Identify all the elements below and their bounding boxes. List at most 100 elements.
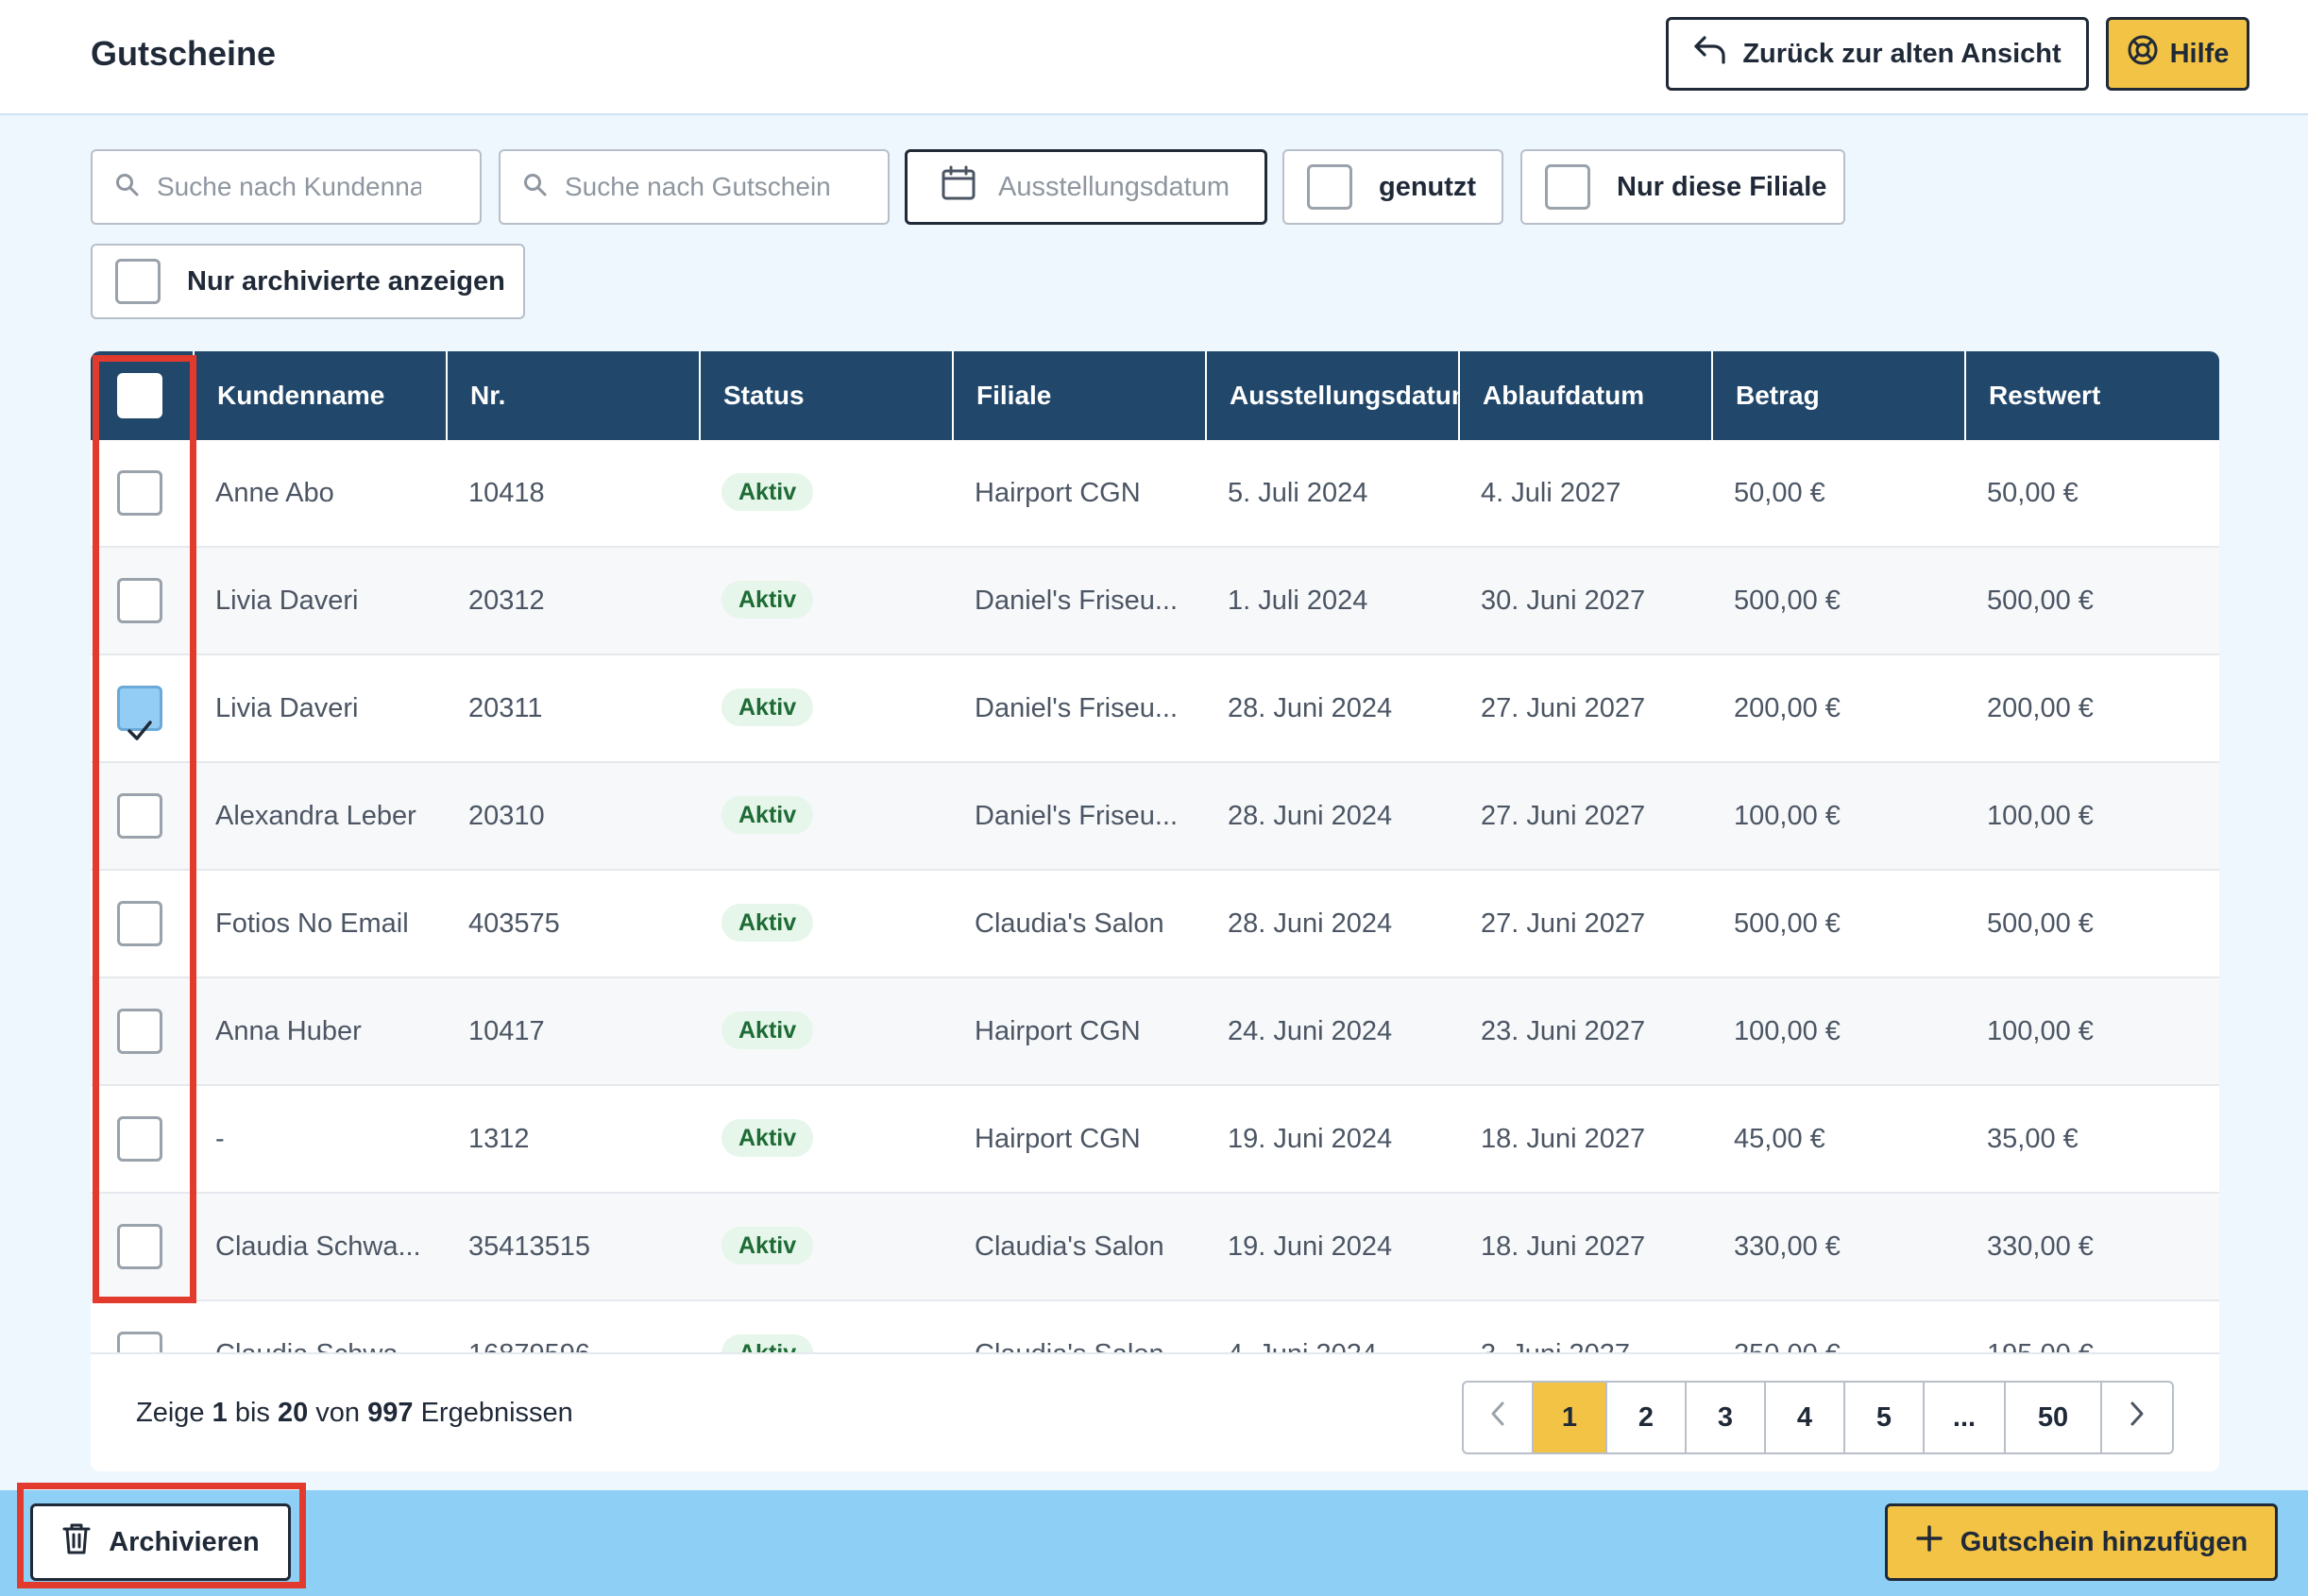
amount-cell: 50,00 € bbox=[1734, 478, 1825, 508]
chevron-left-icon bbox=[1490, 1401, 1505, 1435]
remaining-value-cell: 100,00 € bbox=[1987, 801, 2094, 831]
expiry-date-cell: 18. Juni 2027 bbox=[1481, 1231, 1646, 1262]
customer-name-cell: Alexandra Leber bbox=[215, 801, 416, 831]
row-checkbox[interactable] bbox=[117, 1116, 162, 1162]
column-header-number[interactable]: Nr. bbox=[446, 351, 699, 440]
row-select-cell bbox=[91, 978, 193, 1084]
column-header-expiry-date[interactable]: Ablaufdatum bbox=[1458, 351, 1711, 440]
status-badge: Aktiv bbox=[721, 581, 814, 620]
customer-search-input[interactable] bbox=[157, 172, 421, 202]
page-button-2[interactable]: 2 bbox=[1607, 1383, 1687, 1452]
table-row[interactable]: Anna Huber 10417 Aktiv Hairport CGN 24. Juni… bbox=[91, 978, 2219, 1086]
issue-date-cell: 28. Juni 2024 bbox=[1228, 908, 1393, 939]
issue-date-cell: 24. Juni 2024 bbox=[1228, 1016, 1393, 1046]
column-header-branch[interactable]: Filiale bbox=[952, 351, 1205, 440]
remaining-value-cell: 50,00 € bbox=[1987, 478, 2079, 508]
voucher-number-cell: 10417 bbox=[468, 1016, 545, 1046]
archived-only-checkbox[interactable] bbox=[115, 259, 161, 304]
row-checkbox[interactable] bbox=[117, 901, 162, 946]
lifebuoy-icon bbox=[2127, 34, 2159, 74]
add-voucher-button[interactable]: Gutschein hinzufügen bbox=[1885, 1503, 2278, 1581]
used-checkbox[interactable] bbox=[1307, 164, 1352, 210]
amount-cell: 100,00 € bbox=[1734, 801, 1841, 831]
issue-date-cell: 19. Juni 2024 bbox=[1228, 1231, 1393, 1262]
expiry-date-cell: 4. Juli 2027 bbox=[1481, 478, 1621, 508]
table-row[interactable]: Livia Daveri 20312 Aktiv Daniel's Friseu...… bbox=[91, 548, 2219, 655]
calendar-icon bbox=[940, 164, 977, 210]
row-checkbox[interactable] bbox=[117, 1009, 162, 1054]
back-to-old-view-button[interactable]: Zurück zur alten Ansicht bbox=[1666, 17, 2089, 91]
used-filter[interactable]: genutzt bbox=[1282, 149, 1503, 225]
branch-only-filter[interactable]: Nur diese Filiale bbox=[1520, 149, 1845, 225]
trash-icon bbox=[61, 1521, 92, 1563]
page-button-50[interactable]: 50 bbox=[2006, 1383, 2102, 1452]
expiry-date-cell: 23. Juni 2027 bbox=[1481, 1016, 1646, 1046]
issue-date-cell: 4. Juni 2024 bbox=[1205, 1301, 1458, 1352]
expiry-date-cell: 30. Juni 2027 bbox=[1481, 586, 1646, 616]
row-checkbox[interactable] bbox=[117, 686, 162, 740]
archive-label: Archivieren bbox=[109, 1526, 260, 1557]
previous-page-button[interactable] bbox=[1464, 1383, 1534, 1452]
row-select-cell bbox=[91, 763, 193, 869]
row-checkbox[interactable] bbox=[117, 470, 162, 516]
amount-cell: 45,00 € bbox=[1734, 1124, 1825, 1154]
branch-only-checkbox[interactable] bbox=[1545, 164, 1590, 210]
remaining-value-cell: 330,00 € bbox=[1987, 1231, 2094, 1262]
table-row[interactable]: Alexandra Leber 20310 Aktiv Daniel's Friseu… bbox=[91, 763, 2219, 871]
column-header-issue-date[interactable]: Ausstellungsdatum bbox=[1205, 351, 1458, 440]
row-checkbox[interactable] bbox=[117, 1332, 162, 1352]
archived-only-filter[interactable]: Nur archivierte anzeigen bbox=[91, 244, 525, 319]
results-summary: Zeige 1 bis 20 von 997 Ergebnissen bbox=[136, 1398, 573, 1428]
customer-search-field[interactable] bbox=[91, 149, 482, 225]
expiry-date-cell: 27. Juni 2027 bbox=[1481, 693, 1646, 723]
branch-only-label: Nur diese Filiale bbox=[1617, 171, 1827, 202]
remaining-value-cell: 500,00 € bbox=[1987, 586, 2094, 616]
status-badge: Aktiv bbox=[721, 1011, 814, 1050]
column-header-remaining[interactable]: Restwert bbox=[1964, 351, 2219, 440]
voucher-number-cell: 16879596 bbox=[446, 1301, 699, 1352]
issue-date-filter[interactable]: Ausstellungsdatum bbox=[905, 149, 1267, 225]
next-page-button[interactable] bbox=[2102, 1383, 2172, 1452]
issue-date-cell: 28. Juni 2024 bbox=[1228, 801, 1393, 831]
voucher-search-input[interactable] bbox=[565, 172, 829, 202]
vouchers-table: Kundenname Nr. Status Filiale Ausstellun… bbox=[91, 351, 2219, 1471]
table-row[interactable]: Livia Daveri 20311 Aktiv Daniel's Friseu...… bbox=[91, 655, 2219, 763]
table-row[interactable]: - 1312 Aktiv Hairport CGN 19. Juni 2024 18. J… bbox=[91, 1086, 2219, 1194]
help-button[interactable]: Hilfe bbox=[2106, 17, 2249, 91]
row-checkbox[interactable] bbox=[117, 793, 162, 839]
table-row[interactable]: Claudia Schwa... 35413515 Aktiv Claudia's S… bbox=[91, 1194, 2219, 1301]
row-checkbox[interactable] bbox=[117, 1224, 162, 1269]
status-cell: Aktiv bbox=[699, 871, 952, 976]
voucher-number-cell: 1312 bbox=[468, 1124, 530, 1154]
row-select-cell bbox=[91, 1194, 193, 1299]
branch-cell: Claudia's Salon bbox=[952, 1301, 1205, 1352]
branch-cell: Claudia's Salon bbox=[975, 908, 1164, 939]
chevron-right-icon bbox=[2130, 1401, 2145, 1435]
status-cell: Aktiv bbox=[699, 440, 952, 546]
search-icon bbox=[523, 173, 548, 202]
search-icon bbox=[115, 173, 140, 202]
amount-cell: 330,00 € bbox=[1734, 1231, 1841, 1262]
table-row[interactable]: Fotios No Email 403575 Aktiv Claudia's Salo… bbox=[91, 871, 2219, 978]
column-header-amount[interactable]: Betrag bbox=[1711, 351, 1964, 440]
customer-name-cell: Claudia Schwa... bbox=[215, 1231, 421, 1262]
archive-button[interactable]: Archivieren bbox=[30, 1503, 291, 1581]
page-button-3[interactable]: 3 bbox=[1687, 1383, 1766, 1452]
issue-date-cell: 1. Juli 2024 bbox=[1228, 586, 1368, 616]
column-header-status[interactable]: Status bbox=[699, 351, 952, 440]
table-row[interactable]: Anne Abo 10418 Aktiv Hairport CGN 5. Juli 20… bbox=[91, 440, 2219, 548]
voucher-search-field[interactable] bbox=[499, 149, 890, 225]
checkmark-icon bbox=[127, 721, 152, 740]
archived-only-label: Nur archivierte anzeigen bbox=[187, 265, 505, 297]
page-button-4[interactable]: 4 bbox=[1766, 1383, 1845, 1452]
remaining-value-cell: 500,00 € bbox=[1987, 908, 2094, 939]
status-badge: Aktiv bbox=[721, 904, 814, 942]
page-button-1[interactable]: 1 bbox=[1534, 1383, 1607, 1452]
table-row[interactable]: Claudia Schwa...16879596 Aktiv Claudia's S… bbox=[91, 1301, 2219, 1352]
row-select-cell bbox=[91, 440, 193, 546]
row-checkbox[interactable] bbox=[117, 578, 162, 623]
page-button-5[interactable]: 5 bbox=[1845, 1383, 1925, 1452]
select-all-checkbox[interactable] bbox=[117, 373, 162, 418]
column-header-customer[interactable]: Kundenname bbox=[193, 351, 446, 440]
status-cell: Aktiv bbox=[699, 655, 952, 761]
